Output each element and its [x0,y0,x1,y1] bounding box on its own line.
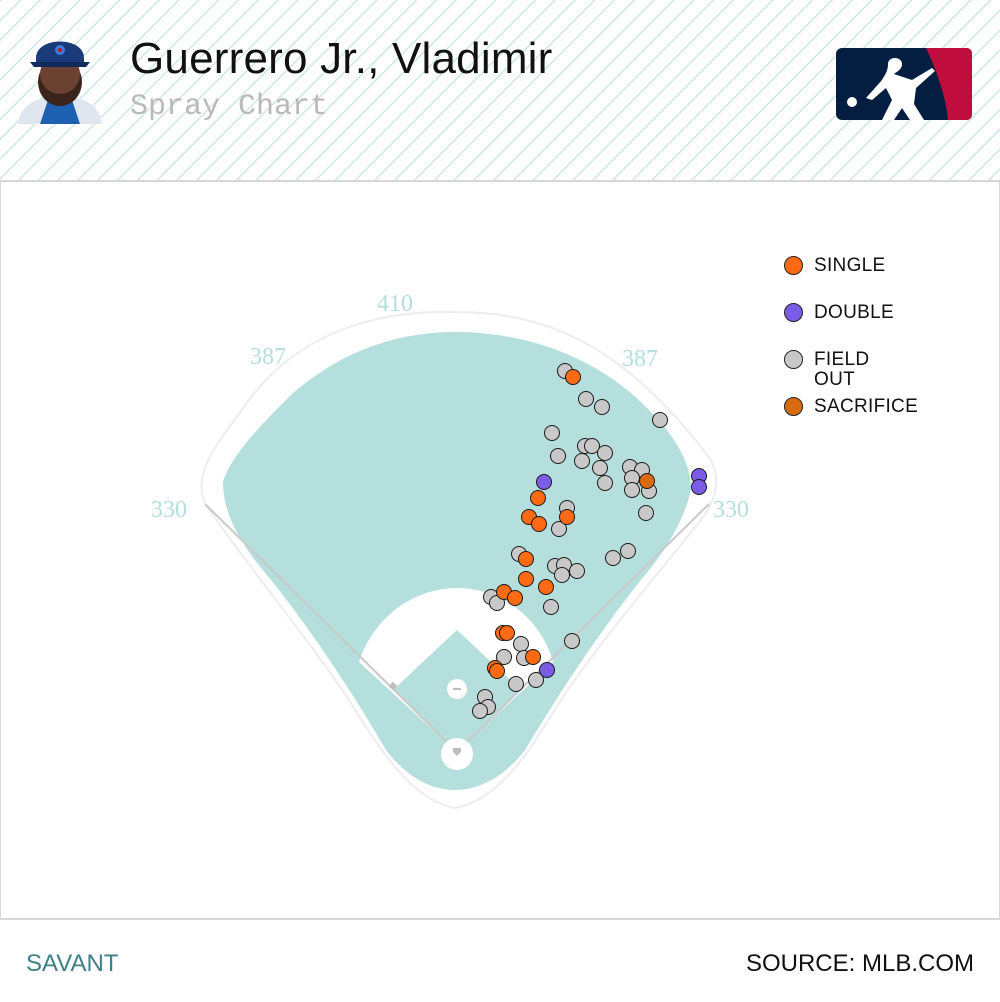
footer: SAVANT SOURCE: MLB.COM [0,918,1000,1002]
header-stripes [0,0,1000,180]
left-foul-line [204,503,458,753]
distance-left-center: 387 [250,344,286,370]
legend-label-double: DOUBLE [814,302,894,323]
point-single[interactable] [499,625,515,641]
chart-subtitle: Spray Chart [130,90,329,124]
mlb-logo-icon [836,48,972,120]
point-single[interactable] [530,490,546,506]
point-field-out[interactable] [624,482,640,498]
point-field-out[interactable] [496,649,512,665]
spray-chart: 330 387 410 387 330 [151,291,749,810]
batted-ball-points [472,363,707,719]
point-field-out[interactable] [574,453,590,469]
point-field-out[interactable] [594,399,610,415]
third-base [388,681,398,691]
point-field-out[interactable] [652,412,668,428]
chart-area: 330 387 410 387 330 SINGLE DOUBLE FIELD … [0,182,1000,918]
distance-center: 410 [377,291,413,317]
point-field-out[interactable] [528,672,544,688]
point-single[interactable] [489,663,505,679]
point-field-out[interactable] [592,460,608,476]
point-double[interactable] [536,474,552,490]
point-single[interactable] [518,551,534,567]
point-single[interactable] [538,579,554,595]
point-field-out[interactable] [564,633,580,649]
point-single[interactable] [565,369,581,385]
distance-left-line: 330 [151,497,187,523]
legend-label-single: SINGLE [814,255,886,276]
point-single[interactable] [531,516,547,532]
home-plate [453,748,461,756]
legend-dot-single [784,256,803,275]
point-field-out[interactable] [543,599,559,615]
legend-dot-sacrifice [784,397,803,416]
distance-right-center: 387 [622,346,658,372]
footer-brand: SAVANT [26,950,119,977]
legend-label-field-out: FIELD OUT [814,349,870,390]
legend-dot-field-out [784,350,803,369]
point-field-out[interactable] [508,676,524,692]
outfield-grass [223,332,691,790]
legend-dot-double [784,303,803,322]
legend-label-sacrifice: SACRIFICE [814,396,919,417]
point-field-out[interactable] [513,636,529,652]
point-field-out[interactable] [578,391,594,407]
point-field-out[interactable] [597,475,613,491]
point-field-out[interactable] [544,425,560,441]
point-double[interactable] [539,662,555,678]
player-name: Guerrero Jr., Vladimir [130,34,553,83]
header: Guerrero Jr., Vladimir Spray Chart [0,0,1000,182]
point-field-out[interactable] [605,550,621,566]
point-field-out[interactable] [597,445,613,461]
point-field-out[interactable] [554,567,570,583]
point-field-out[interactable] [550,448,566,464]
footer-source: SOURCE: MLB.COM [745,950,974,977]
point-single[interactable] [559,509,575,525]
point-single[interactable] [525,649,541,665]
point-field-out[interactable] [551,521,567,537]
point-field-out[interactable] [584,438,600,454]
point-double[interactable] [691,479,707,495]
point-single[interactable] [518,571,534,587]
point-field-out[interactable] [638,505,654,521]
distance-right-line: 330 [713,497,749,523]
point-field-out[interactable] [569,563,585,579]
player-headshot-icon [18,41,102,124]
point-single[interactable] [507,590,523,606]
second-base [452,620,462,630]
point-field-out[interactable] [472,703,488,719]
point-field-out[interactable] [620,543,636,559]
point-sacrifice[interactable] [639,473,655,489]
right-foul-line [456,503,710,753]
